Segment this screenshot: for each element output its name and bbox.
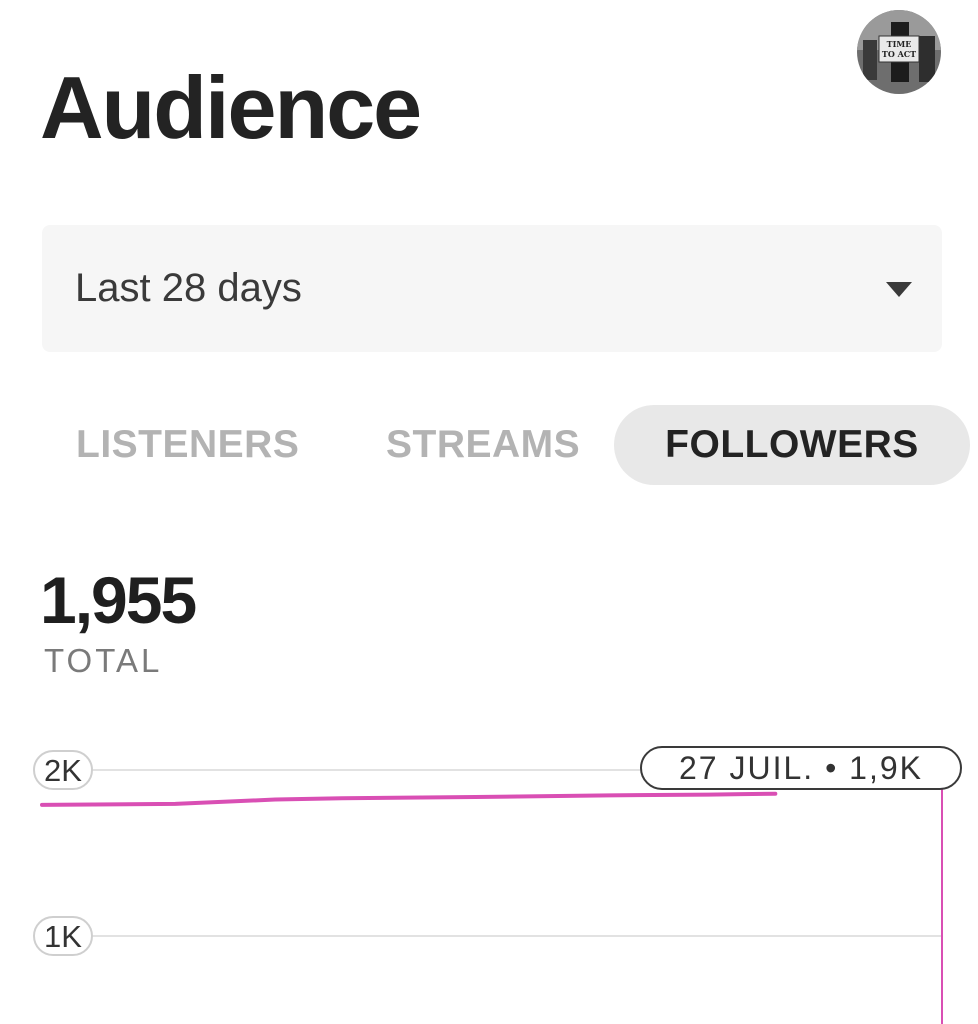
y-tick-label-2k: 2K [44, 753, 82, 788]
hover-tooltip [640, 746, 962, 790]
caret-down-icon [886, 282, 912, 297]
page-title: Audience [40, 58, 422, 157]
followers-total-value: 1,955 [40, 563, 197, 637]
tab-streams[interactable]: STREAMS [386, 423, 581, 466]
y-tick-pill-2k [33, 750, 93, 790]
tab-followers[interactable]: FOLLOWERS [614, 405, 970, 485]
y-tick-label-1k: 1K [44, 919, 82, 954]
sign-text-2: TO ACT [882, 49, 916, 59]
avatar[interactable]: TIME TO ACT [857, 10, 941, 94]
tab-listeners[interactable]: LISTENERS [76, 423, 300, 466]
period-select[interactable]: Last 28 days [42, 225, 942, 352]
sign-text-1: TIME [887, 39, 912, 49]
followers-series-line [40, 791, 778, 807]
y-tick-pill-1k [33, 916, 93, 956]
period-select-value: Last 28 days [75, 266, 302, 310]
followers-chart[interactable]: 2K 1K 27 JUIL. • 1,9K [0, 730, 978, 1024]
hover-tooltip-label: 27 JUIL. • 1,9K [679, 750, 923, 786]
followers-total-label: TOTAL [44, 642, 163, 679]
